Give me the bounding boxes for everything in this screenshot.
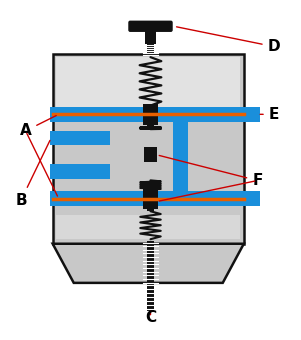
Bar <box>50 107 260 121</box>
Bar <box>56 56 240 112</box>
Bar <box>173 121 188 191</box>
Bar <box>145 30 156 44</box>
Bar <box>147 44 154 56</box>
Text: F: F <box>159 155 262 188</box>
Bar <box>50 131 110 145</box>
Text: B: B <box>15 140 50 208</box>
FancyBboxPatch shape <box>129 21 172 31</box>
Text: A: A <box>20 116 56 138</box>
Polygon shape <box>53 244 244 283</box>
Text: C: C <box>145 310 156 325</box>
Text: E: E <box>260 107 279 122</box>
Bar <box>143 104 158 124</box>
Bar <box>147 283 154 311</box>
Bar <box>53 54 244 244</box>
Bar <box>147 241 154 284</box>
Bar <box>56 130 240 197</box>
Bar <box>50 191 260 206</box>
Text: D: D <box>177 27 280 54</box>
Bar <box>147 121 154 127</box>
Bar <box>143 188 158 209</box>
Bar <box>147 206 154 211</box>
Bar <box>144 147 157 162</box>
Bar <box>50 165 110 179</box>
Bar <box>56 215 240 239</box>
